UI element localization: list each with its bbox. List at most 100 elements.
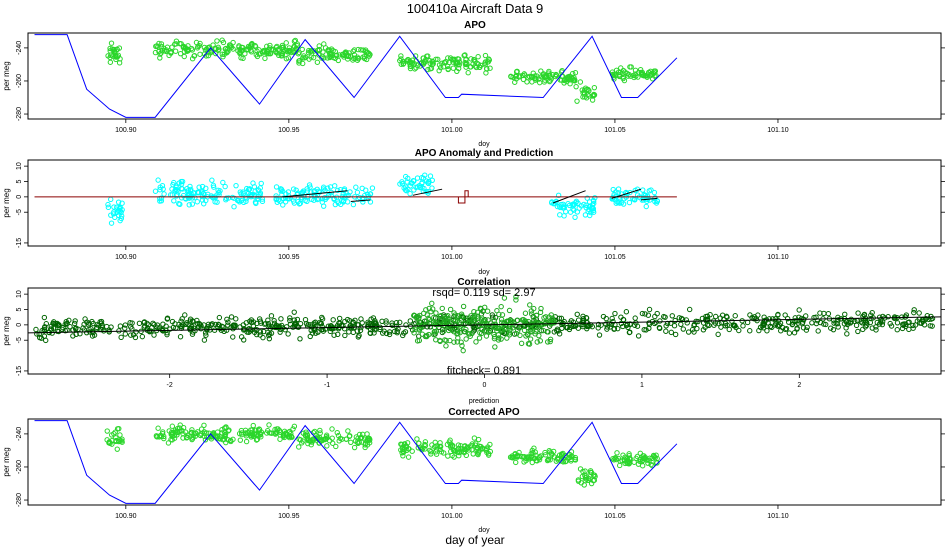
data-point <box>33 326 39 333</box>
data-point <box>869 325 875 331</box>
x-tick-label: 100.95 <box>278 513 300 520</box>
data-point <box>611 457 617 463</box>
data-point <box>296 60 302 66</box>
data-point <box>484 308 491 314</box>
data-point <box>311 428 318 435</box>
data-point <box>526 73 533 80</box>
data-point <box>828 325 834 331</box>
data-point <box>230 326 236 332</box>
data-point <box>335 325 342 332</box>
data-point <box>160 186 166 192</box>
data-point <box>198 426 205 432</box>
panel-corrected-title: Corrected APO <box>448 407 520 418</box>
data-point <box>240 191 247 197</box>
data-point <box>327 184 334 190</box>
data-point <box>691 321 698 328</box>
data-point <box>465 70 471 76</box>
data-point <box>411 330 417 336</box>
data-point <box>112 53 119 59</box>
data-point <box>646 325 652 332</box>
data-point <box>891 315 898 321</box>
data-point <box>319 314 325 321</box>
data-point <box>747 312 753 318</box>
data-point <box>645 312 652 318</box>
data-point <box>652 198 658 205</box>
data-point <box>220 53 226 60</box>
data-point <box>474 309 481 316</box>
data-point <box>861 312 867 318</box>
data-point <box>462 317 468 323</box>
data-point <box>847 320 854 326</box>
data-point <box>545 329 551 335</box>
data-point <box>196 184 202 190</box>
data-point <box>782 312 788 318</box>
data-point <box>537 338 543 344</box>
data-point <box>275 324 281 331</box>
data-point <box>266 335 273 342</box>
data-point <box>99 324 105 330</box>
data-point <box>429 442 435 448</box>
data-point <box>782 326 789 333</box>
y-tick-label: -260 <box>16 460 23 474</box>
data-point <box>104 323 110 330</box>
data-point <box>492 314 499 321</box>
data-point <box>831 320 837 326</box>
data-point <box>449 56 455 62</box>
data-point <box>151 332 157 338</box>
data-point <box>506 307 513 314</box>
data-point <box>296 57 303 64</box>
data-point <box>531 317 537 323</box>
data-point <box>458 449 465 455</box>
data-point <box>233 316 239 322</box>
data-point <box>329 426 335 432</box>
panel-anomaly-title: APO Anomaly and Prediction <box>415 148 554 159</box>
data-point <box>260 334 266 341</box>
data-point <box>320 49 326 55</box>
x-tick-label: 101.10 <box>767 127 789 134</box>
y-tick-label: -240 <box>16 427 23 441</box>
data-point <box>174 429 181 435</box>
data-point <box>360 195 366 201</box>
data-point <box>304 186 310 192</box>
data-point <box>842 311 848 317</box>
data-point <box>72 318 78 324</box>
data-point <box>559 452 565 458</box>
data-point <box>722 323 729 329</box>
data-point <box>517 332 523 339</box>
data-point <box>444 441 451 448</box>
data-point <box>109 437 115 444</box>
data-point <box>331 332 337 338</box>
data-point <box>610 455 616 462</box>
data-point <box>475 54 481 60</box>
data-point <box>391 328 398 335</box>
data-point <box>230 334 236 340</box>
data-point <box>471 435 478 441</box>
data-point <box>885 314 891 320</box>
data-point <box>706 322 712 329</box>
data-point <box>579 87 585 93</box>
data-point <box>430 61 436 67</box>
data-point <box>415 316 422 322</box>
data-point <box>903 321 909 328</box>
data-point <box>668 320 674 326</box>
data-point <box>252 327 258 333</box>
data-point <box>361 436 368 442</box>
data-point <box>791 330 798 336</box>
data-point <box>128 332 134 338</box>
prediction-segment <box>412 188 443 196</box>
data-point <box>257 329 264 335</box>
data-point <box>794 325 800 331</box>
data-point <box>618 65 624 71</box>
data-point <box>789 321 796 327</box>
data-point <box>36 331 42 337</box>
data-point <box>676 315 682 321</box>
data-point <box>464 444 470 451</box>
data-point <box>683 317 690 323</box>
data-point <box>475 319 481 325</box>
data-point <box>616 462 623 469</box>
data-point <box>583 202 589 208</box>
data-point <box>612 310 618 317</box>
data-point <box>920 318 926 325</box>
data-point <box>471 309 477 315</box>
data-point <box>562 452 568 459</box>
